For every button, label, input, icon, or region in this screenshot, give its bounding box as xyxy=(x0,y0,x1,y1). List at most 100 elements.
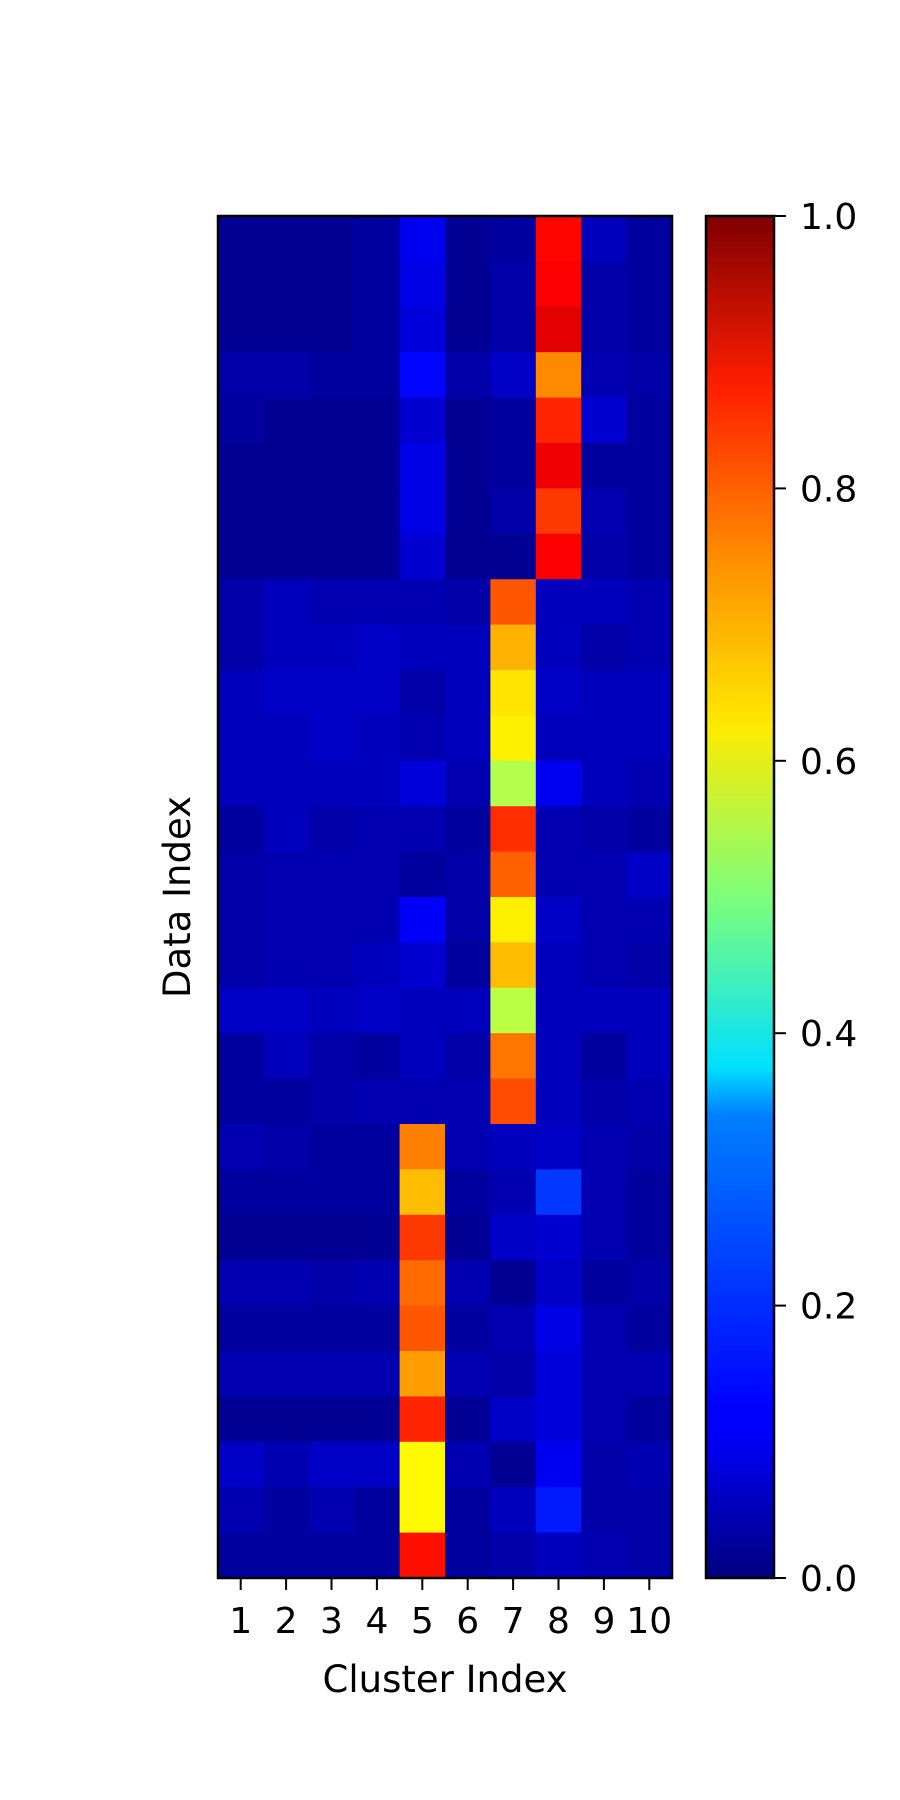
heatmap-cell xyxy=(308,851,355,898)
heatmap-cell xyxy=(626,1033,673,1080)
heatmap-cell xyxy=(581,216,628,262)
heatmap-cell xyxy=(535,579,582,626)
heatmap-cell xyxy=(354,715,401,762)
heatmap-cell xyxy=(535,942,582,989)
x-tick-label: 10 xyxy=(626,1601,672,1642)
heatmap-cell xyxy=(626,261,673,308)
heatmap-cell xyxy=(490,1260,537,1307)
heatmap-cell xyxy=(490,715,537,762)
heatmap-cell xyxy=(626,443,673,489)
heatmap-cell xyxy=(263,1260,310,1307)
heatmap-cell xyxy=(535,670,582,716)
heatmap-cell xyxy=(354,1214,401,1261)
heatmap-cell xyxy=(626,1260,673,1307)
heatmap-cell xyxy=(490,1351,537,1397)
heatmap-cell xyxy=(308,897,355,943)
heatmap-cell xyxy=(354,942,401,989)
heatmap-cell xyxy=(445,624,491,671)
heatmap-cell xyxy=(490,1487,537,1534)
heatmap-cell xyxy=(399,806,446,853)
heatmap-cell xyxy=(354,306,401,353)
x-axis-ticks: 1 2 3 4 5 6 7 8 9 10 xyxy=(229,1578,672,1642)
heatmap-cell xyxy=(581,715,628,762)
heatmap-cell xyxy=(581,306,628,353)
heatmap-cell xyxy=(581,1305,628,1352)
heatmap-cell xyxy=(399,352,446,399)
heatmap-cell xyxy=(263,806,310,853)
heatmap-cell xyxy=(263,1214,310,1261)
heatmap-cell xyxy=(218,715,264,762)
heatmap-cell xyxy=(490,1396,537,1443)
heatmap-cell xyxy=(218,397,264,444)
heatmap-cell xyxy=(354,216,401,262)
heatmap-cell xyxy=(490,1214,537,1261)
heatmap-cell xyxy=(490,1124,537,1170)
heatmap-cell xyxy=(354,1532,401,1579)
colorbar-tick-label: 0.0 xyxy=(800,1559,857,1600)
heatmap-cell xyxy=(490,443,537,489)
heatmap-cell xyxy=(308,1351,355,1397)
heatmap-cell xyxy=(399,987,446,1034)
heatmap-cell xyxy=(535,397,582,444)
heatmap-cell xyxy=(399,897,446,943)
heatmap-cell xyxy=(263,1487,310,1534)
heatmap-cell xyxy=(263,987,310,1034)
y-axis-label: Data Index xyxy=(156,796,199,998)
heatmap-cell xyxy=(354,897,401,943)
heatmap-cell xyxy=(490,1305,537,1352)
heatmap-cell xyxy=(308,579,355,626)
heatmap-cell xyxy=(354,533,401,580)
heatmap-cell xyxy=(535,1441,582,1488)
heatmap-cell xyxy=(445,1351,491,1397)
heatmap-cell xyxy=(263,624,310,671)
heatmap-cell xyxy=(308,987,355,1034)
heatmap-cell xyxy=(445,1124,491,1170)
heatmap-cell xyxy=(535,806,582,853)
heatmap-cell xyxy=(308,216,355,262)
heatmap-cell xyxy=(218,443,264,489)
heatmap-cell xyxy=(263,760,310,807)
heatmap-cell xyxy=(490,851,537,898)
heatmap-cell xyxy=(354,806,401,853)
heatmap-cell xyxy=(626,760,673,807)
heatmap-cell xyxy=(581,261,628,308)
heatmap-cell xyxy=(581,760,628,807)
heatmap-cell xyxy=(490,1078,537,1125)
heatmap-cell xyxy=(535,1305,582,1352)
heatmap-cell xyxy=(445,1396,491,1443)
heatmap-cell xyxy=(445,1214,491,1261)
heatmap-cell xyxy=(308,806,355,853)
heatmap-cell xyxy=(354,1124,401,1170)
heatmap-cell xyxy=(354,987,401,1034)
heatmap-cell xyxy=(263,1441,310,1488)
heatmap-cell xyxy=(218,216,264,262)
heatmap-cell xyxy=(354,1260,401,1307)
heatmap-cell xyxy=(626,624,673,671)
heatmap-cell xyxy=(581,987,628,1034)
heatmap-cell xyxy=(399,851,446,898)
heatmap-cell xyxy=(445,579,491,626)
colorbar-tick-label: 1.0 xyxy=(800,197,857,238)
heatmap-cell xyxy=(263,488,310,535)
heatmap-cell xyxy=(445,306,491,353)
heatmap-cell xyxy=(445,216,491,262)
x-tick-label: 9 xyxy=(592,1601,615,1642)
heatmap-cell xyxy=(626,897,673,943)
heatmap-cell xyxy=(308,1169,355,1216)
heatmap-cell xyxy=(308,1487,355,1534)
heatmap-cell xyxy=(218,897,264,943)
heatmap-cell xyxy=(218,1441,264,1488)
heatmap-cell xyxy=(218,806,264,853)
heatmap-cell xyxy=(581,851,628,898)
heatmap-cell xyxy=(626,1396,673,1443)
heatmap-cell xyxy=(218,352,264,399)
heatmap-cell xyxy=(445,851,491,898)
heatmap-cell xyxy=(445,670,491,716)
heatmap-cell xyxy=(308,306,355,353)
colorbar xyxy=(704,214,776,1580)
heatmap-cell xyxy=(263,533,310,580)
heatmap-cell xyxy=(581,397,628,444)
heatmap-cell xyxy=(626,216,673,262)
heatmap-cell xyxy=(399,1487,446,1534)
heatmap-cell xyxy=(490,352,537,399)
